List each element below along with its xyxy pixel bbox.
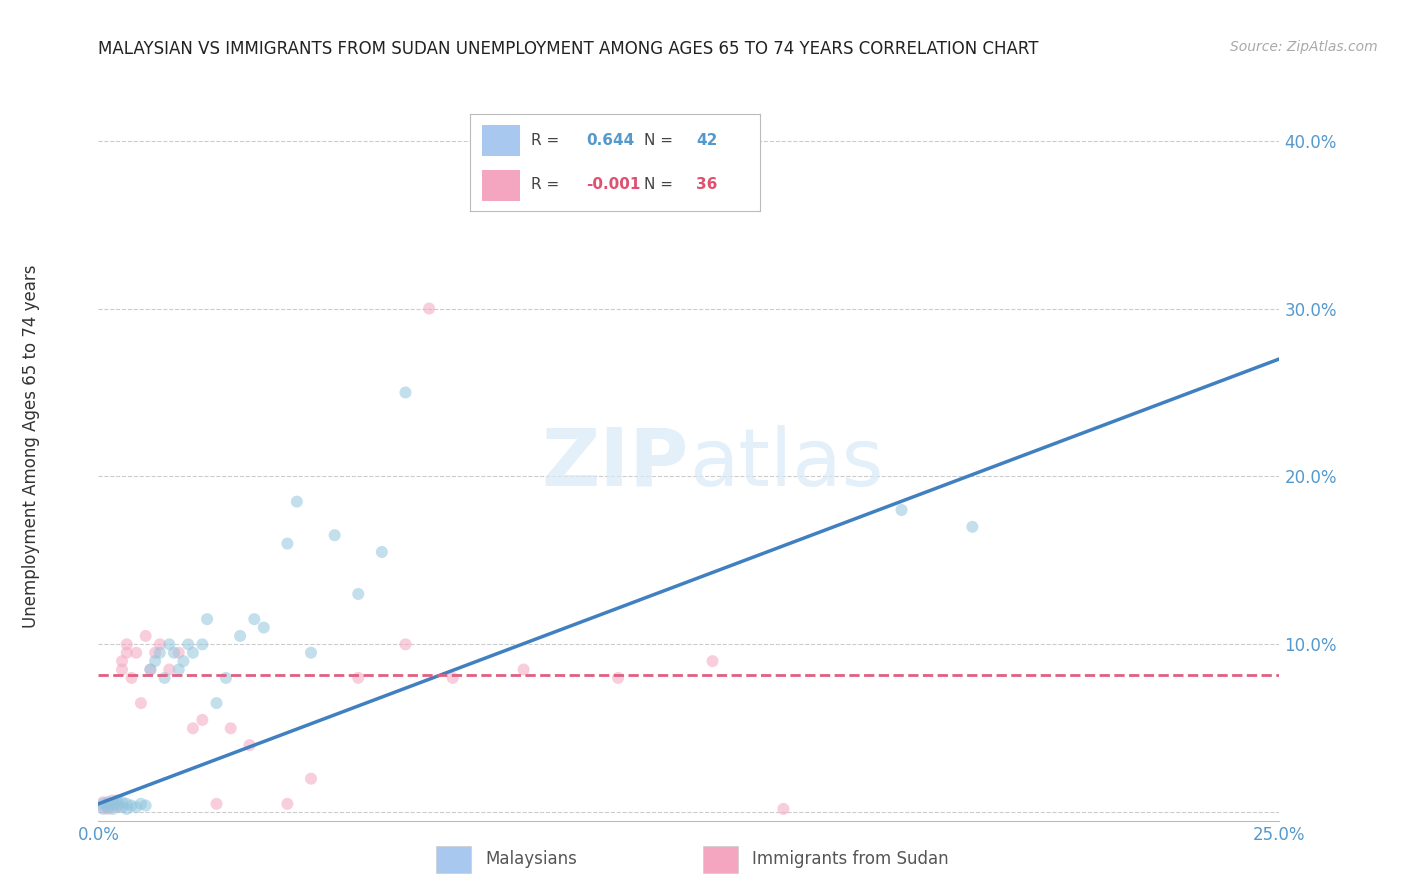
Point: [111, 800, 134, 814]
Point: [276, 536, 298, 550]
Point: [97, 802, 120, 816]
Point: [285, 494, 308, 508]
Point: [115, 646, 138, 660]
Point: [101, 798, 124, 813]
Text: Source: ZipAtlas.com: Source: ZipAtlas.com: [1230, 40, 1378, 54]
Point: [153, 671, 176, 685]
Point: [97, 795, 120, 809]
Point: [229, 629, 252, 643]
Point: [129, 797, 152, 811]
Point: [139, 663, 162, 677]
Point: [91, 795, 114, 809]
Point: [962, 520, 984, 534]
Point: [143, 654, 166, 668]
Point: [181, 646, 204, 660]
Point: [323, 528, 346, 542]
Text: Immigrants from Sudan: Immigrants from Sudan: [752, 849, 949, 868]
Point: [101, 802, 124, 816]
Point: [191, 713, 214, 727]
Point: [394, 637, 416, 651]
Point: [512, 663, 534, 677]
Point: [101, 793, 124, 807]
Point: [135, 798, 157, 813]
Point: [205, 696, 228, 710]
Point: [125, 800, 148, 814]
Point: [253, 621, 276, 635]
Point: [111, 654, 134, 668]
Point: [115, 637, 138, 651]
FancyBboxPatch shape: [436, 847, 471, 873]
Point: [299, 646, 322, 660]
Point: [276, 797, 298, 811]
Text: MALAYSIAN VS IMMIGRANTS FROM SUDAN UNEMPLOYMENT AMONG AGES 65 TO 74 YEARS CORREL: MALAYSIAN VS IMMIGRANTS FROM SUDAN UNEMP…: [98, 40, 1039, 58]
Text: ZIP: ZIP: [541, 425, 689, 503]
Point: [97, 800, 120, 814]
Point: [215, 671, 238, 685]
Point: [163, 646, 186, 660]
Point: [702, 654, 724, 668]
Text: Unemployment Among Ages 65 to 74 years: Unemployment Among Ages 65 to 74 years: [22, 264, 39, 628]
Point: [371, 545, 394, 559]
Point: [607, 671, 630, 685]
Point: [105, 795, 128, 809]
Point: [195, 612, 218, 626]
Point: [91, 802, 114, 816]
Point: [347, 671, 370, 685]
Point: [347, 587, 370, 601]
Point: [115, 802, 138, 816]
Point: [105, 793, 128, 807]
Point: [139, 663, 162, 677]
Text: atlas: atlas: [689, 425, 883, 503]
Point: [149, 637, 172, 651]
Point: [243, 612, 266, 626]
Point: [167, 646, 190, 660]
Point: [125, 646, 148, 660]
Point: [239, 738, 262, 752]
Point: [157, 663, 180, 677]
Point: [890, 503, 912, 517]
Point: [143, 646, 166, 660]
Point: [111, 663, 134, 677]
Point: [219, 721, 242, 735]
Point: [177, 637, 200, 651]
Point: [105, 800, 128, 814]
Point: [172, 654, 194, 668]
Point: [135, 629, 157, 643]
Point: [121, 671, 143, 685]
Point: [772, 802, 794, 816]
Point: [191, 637, 214, 651]
Point: [299, 772, 322, 786]
Text: Malaysians: Malaysians: [485, 849, 576, 868]
Point: [205, 797, 228, 811]
Point: [111, 795, 134, 809]
Point: [91, 797, 114, 811]
Point: [121, 798, 143, 813]
Point: [394, 385, 416, 400]
Point: [101, 797, 124, 811]
Point: [418, 301, 440, 316]
Point: [129, 696, 152, 710]
Point: [181, 721, 204, 735]
Point: [441, 671, 464, 685]
Point: [149, 646, 172, 660]
FancyBboxPatch shape: [703, 847, 738, 873]
Point: [115, 797, 138, 811]
Point: [91, 800, 114, 814]
Point: [105, 798, 128, 813]
Point: [167, 663, 190, 677]
Point: [157, 637, 180, 651]
Point: [97, 797, 120, 811]
